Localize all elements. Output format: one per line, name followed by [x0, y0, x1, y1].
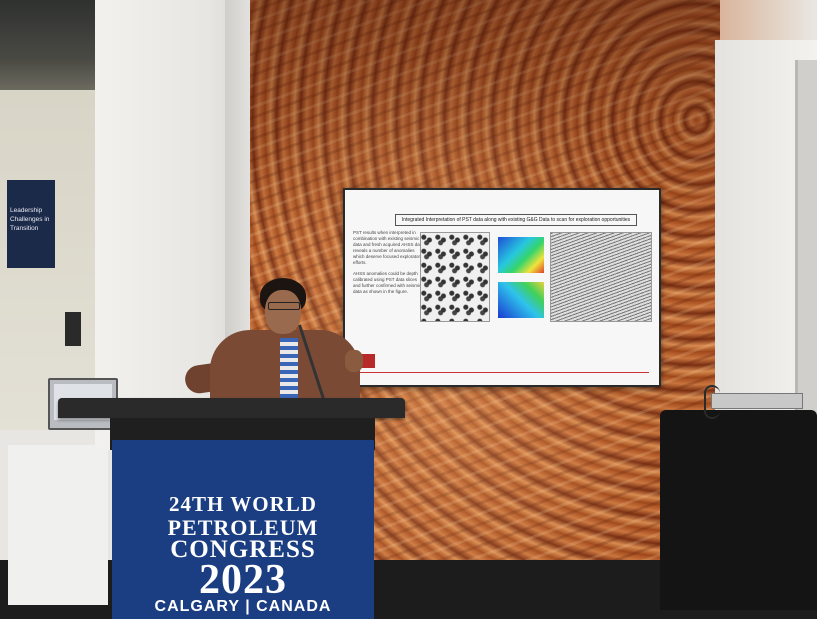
podium-text-year: 2023	[199, 557, 287, 603]
presentation-screen: Integrated Interpretation of PST data al…	[343, 188, 661, 387]
slide-bullet-2: AHSS anomalies could be depth calibrated…	[353, 271, 422, 294]
loudspeaker	[65, 312, 81, 346]
presenter	[183, 278, 363, 408]
slide-footer-line	[353, 372, 649, 373]
presenter-face	[265, 290, 301, 334]
slide-figure-map	[420, 232, 490, 322]
panel-right-frame	[795, 60, 817, 440]
keyboard	[711, 393, 803, 409]
podium-banner: 24TH WORLD PETROLEUM CONGRESS 2023 CALGA…	[112, 440, 374, 619]
podium-text-location: CALGARY | CANADA	[154, 598, 332, 615]
slide-figure-seismic	[550, 232, 652, 322]
slide-figure-heatmap-top	[498, 237, 544, 273]
right-table	[660, 410, 817, 610]
presenter-hand	[345, 350, 363, 372]
podium-top	[58, 398, 405, 418]
podium-text-line1: 24TH WORLD	[169, 492, 317, 516]
sign-text: Leadership Challenges in Transition	[10, 207, 50, 232]
presenter-glasses	[268, 302, 300, 310]
cable	[704, 385, 720, 419]
podium-text-line2: PETROLEUM	[167, 515, 319, 540]
presenter-lanyard	[280, 338, 298, 398]
slide-bullets: PST results when interpreted in combinat…	[353, 230, 425, 300]
slide-figure-heatmap-bottom	[498, 282, 544, 318]
slide-title: Integrated Interpretation of PST data al…	[395, 214, 637, 226]
ceiling	[0, 0, 100, 100]
leadership-sign: Leadership Challenges in Transition	[7, 180, 55, 268]
slide-bullet-1: PST results when interpreted in combinat…	[353, 230, 424, 265]
left-table	[8, 445, 108, 605]
podium-text-line3: CONGRESS	[170, 536, 316, 563]
